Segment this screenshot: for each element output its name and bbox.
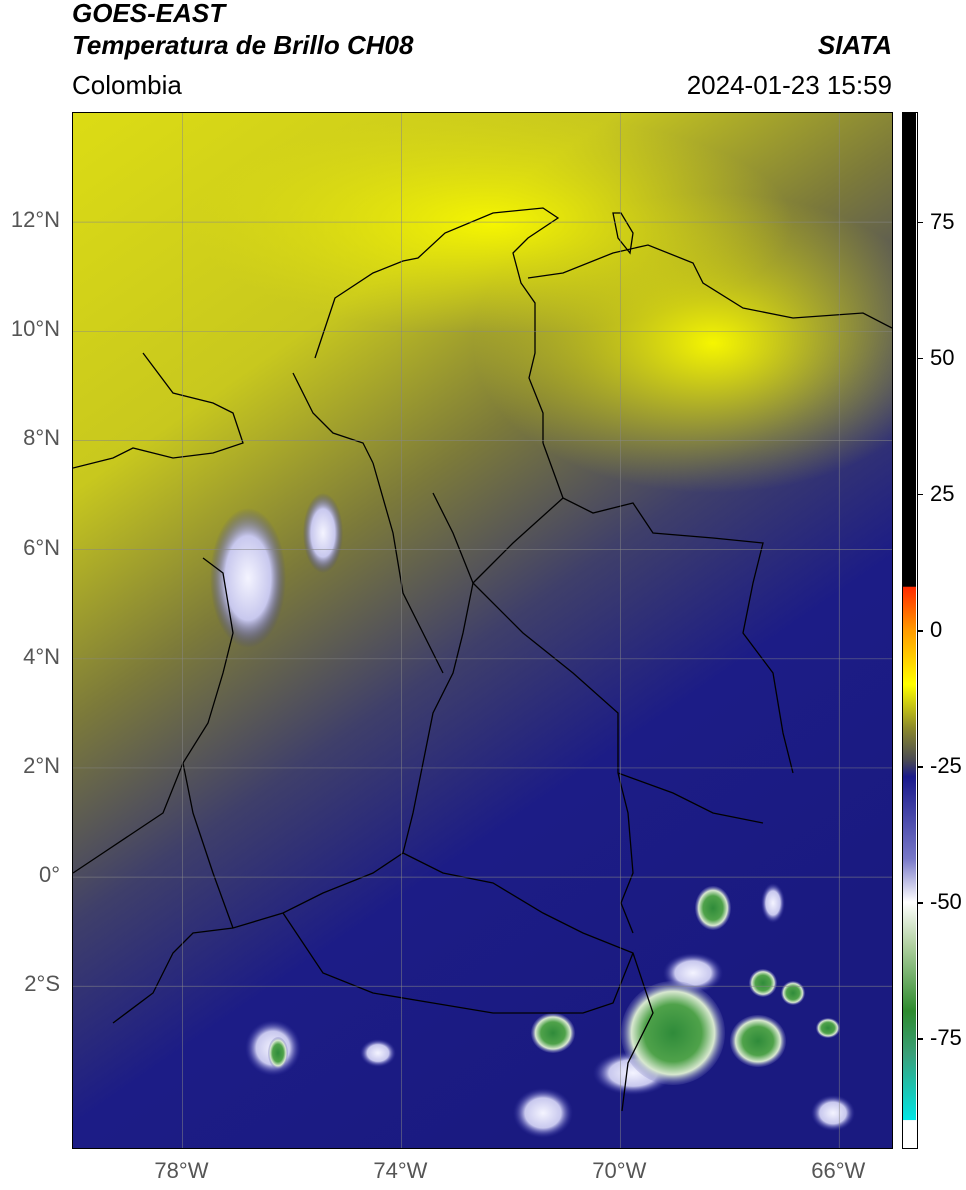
cold-cloud-top [210,508,286,648]
border-line [402,852,654,1112]
convective-storm [781,981,805,1005]
colorbar-tick-label: -50 [930,889,962,915]
colorbar-tick-label: -75 [930,1025,962,1051]
colorbar-tick-label: 50 [930,344,955,370]
colorbar-tick [917,1038,923,1040]
latitude-tick-label: 12°N [10,207,60,233]
border-line [282,912,634,1014]
border-line [182,762,234,929]
border-line [73,557,234,874]
colorbar-tick-label: 75 [930,208,955,234]
cold-cloud-top [360,1039,396,1067]
convective-storm [749,969,777,997]
border-line [112,497,564,1024]
convective-storm [816,1018,840,1038]
colorbar-tick [917,221,923,224]
title-line-2: Temperatura de Brillo CH08 [72,30,414,60]
satellite-map[interactable] [72,112,893,1149]
colorbar [902,112,918,1149]
border-line [612,212,634,255]
longitude-tick-label: 70°W [592,1158,647,1183]
cold-cloud-top [761,883,785,923]
latitude-tick-label: 2°S [24,971,60,997]
warm-region [193,113,793,333]
longitude-tick-label: 66°W [811,1158,866,1183]
border-line [542,442,794,774]
cold-cloud-top [513,1088,573,1138]
colorbar-tick [917,493,923,496]
longitude-tick-label: 74°W [373,1158,428,1183]
convective-storm [268,1037,288,1069]
latitude-tick-label: 6°N [23,534,60,560]
border-line [617,772,634,934]
colorbar-gradient [903,113,916,1147]
border-line [73,352,244,469]
border-line [314,207,560,443]
latitude-tick-label: 10°N [10,316,60,342]
latitude-tick-label: 2°N [23,752,60,778]
colorbar-tick [917,766,923,768]
colorbar-fill [903,113,916,1147]
border-line [292,372,374,464]
colorbar-tick [917,630,923,632]
cold-cloud-top [811,1095,855,1131]
timestamp-label: 2024-01-23 15:59 [686,70,892,100]
convective-storm [695,886,731,930]
organization-label: SIATA [817,30,892,60]
map-canvas [73,113,892,1148]
region-label: Colombia [72,70,182,100]
convective-storm [730,1015,786,1067]
colorbar-tick-label: 0 [930,617,943,642]
latitude-tick-label: 8°N [23,425,60,451]
border-line [617,772,764,824]
convective-storm [621,981,725,1085]
colorbar-tick-label: 25 [930,480,955,506]
latitude-tick-label: 4°N [23,643,60,669]
convective-storm [531,1013,575,1053]
cold-cloud-top [303,493,343,573]
latitude-tick-label: 0° [38,862,60,888]
border-line [432,492,474,584]
border-line [372,462,444,674]
colorbar-tick-label: -25 [930,753,962,779]
colorbar-tick [917,357,923,360]
border-line [527,244,892,329]
colorbar-tick [917,902,923,904]
longitude-tick-label: 78°W [154,1158,209,1183]
border-line [472,582,619,773]
title-line-1: GOES-EAST [72,0,226,28]
